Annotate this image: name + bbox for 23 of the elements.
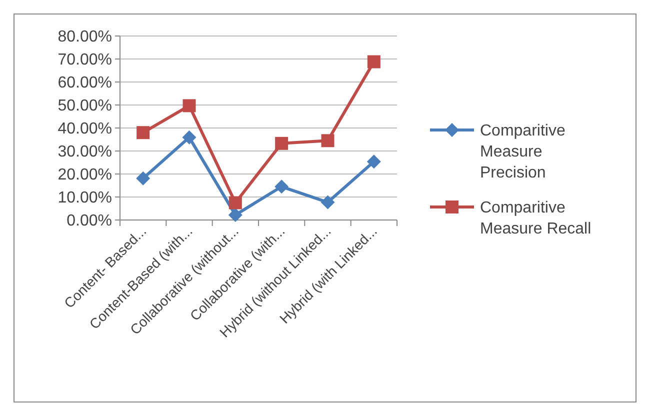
point	[275, 136, 288, 150]
point	[136, 126, 150, 140]
point	[320, 195, 335, 210]
y-tick-label: 0.00%	[66, 212, 112, 230]
y-tick-label: 80.00%	[58, 28, 112, 46]
y-tick-label: 10.00%	[58, 190, 112, 207]
y-tick-label: 60.00%	[58, 74, 112, 92]
point	[182, 99, 196, 112]
y-tick-label: 40.00%	[58, 120, 112, 138]
point	[182, 130, 196, 144]
point	[366, 154, 381, 169]
y-tick-label: 50.00%	[58, 98, 112, 115]
legend-label: Comparitive Measure Recall	[480, 200, 592, 238]
y-tick-label: 70.00%	[58, 52, 112, 69]
point	[367, 55, 380, 68]
point	[136, 171, 150, 186]
point	[274, 180, 289, 194]
y-tick-label: 20.00%	[58, 166, 112, 184]
point	[228, 196, 242, 210]
y-tick-label: 30.00%	[58, 144, 112, 161]
legend-label: Comparitive Measure Precision	[480, 122, 566, 182]
point	[321, 134, 334, 148]
point	[228, 208, 242, 222]
